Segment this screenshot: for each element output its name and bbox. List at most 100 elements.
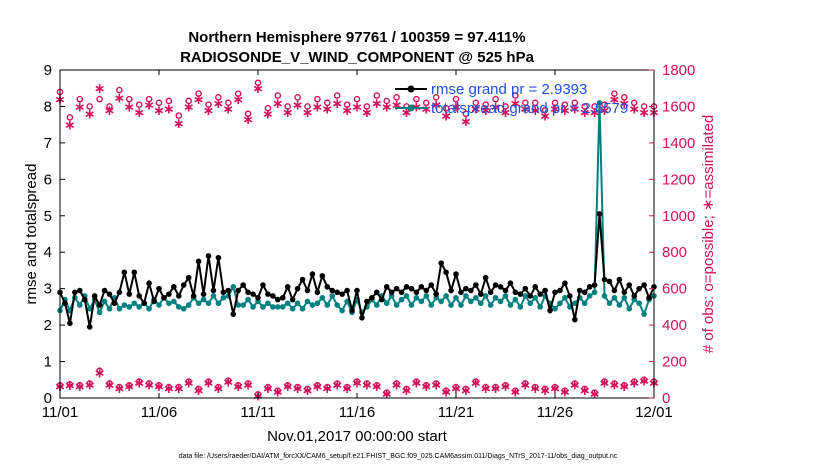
spread-point xyxy=(641,311,647,317)
obs-possible-marker xyxy=(640,103,648,110)
rmse-point xyxy=(463,285,469,292)
obs-assimilated-marker: ∗ xyxy=(401,382,413,398)
obs-assimilated-marker: ∗ xyxy=(74,98,86,114)
obs-possible-marker xyxy=(96,95,103,103)
obs-possible-marker xyxy=(284,381,292,389)
obs-possible-marker xyxy=(363,103,371,110)
spread-point xyxy=(522,293,529,299)
spread-point xyxy=(403,293,410,299)
rmse-point xyxy=(319,273,326,279)
rmse-point xyxy=(77,287,83,294)
obs-possible-marker xyxy=(185,97,192,105)
rmse-point xyxy=(428,282,435,288)
spread-point xyxy=(428,302,435,308)
rmse-point xyxy=(458,289,464,296)
y-right-tick-label: 1600 xyxy=(662,98,695,115)
spread-point xyxy=(383,300,390,307)
obs-assimilated-marker: ∗ xyxy=(302,382,314,398)
rmse-point xyxy=(72,289,78,296)
obs-assimilated-marker: ∗ xyxy=(510,384,522,400)
spread-point xyxy=(339,307,345,314)
rmse-point xyxy=(240,282,246,288)
obs-assimilated-marker: ∗ xyxy=(539,382,551,398)
obs-possible-marker xyxy=(502,381,509,389)
obs-possible-marker xyxy=(353,95,361,103)
obs-assimilated-marker: ∗ xyxy=(252,80,264,96)
obs-assimilated-marker: ∗ xyxy=(361,376,373,392)
obs-possible-marker xyxy=(541,385,549,393)
obs-possible-marker xyxy=(581,385,589,393)
spread-point xyxy=(176,304,182,310)
obs-assimilated-marker: ∗ xyxy=(470,375,482,391)
obs-assimilated-marker: ∗ xyxy=(183,375,195,391)
spread-point xyxy=(86,305,93,312)
y-right-axis-label: # of obs: o=possible; ∗=assimilated xyxy=(700,115,717,354)
rmse-series-layer xyxy=(57,211,657,330)
rmse-point xyxy=(309,271,316,277)
obs-assimilated-marker: ∗ xyxy=(569,100,581,116)
obs-assimilated-marker: ∗ xyxy=(292,97,304,113)
obs-assimilated-marker: ∗ xyxy=(213,95,225,111)
rmse-point xyxy=(477,291,484,297)
rmse-point xyxy=(443,269,449,276)
obs-assimilated-marker: ∗ xyxy=(569,376,581,392)
obs-assimilated-marker: ∗ xyxy=(411,98,423,114)
rmse-point xyxy=(586,284,593,290)
rmse-point xyxy=(334,289,341,296)
rmse-point xyxy=(522,285,529,292)
obs-possible-marker xyxy=(264,383,272,391)
rmse-point xyxy=(517,291,524,297)
y-right-axis-ticks: 0 200 400 600 800 1000 1200 1400 1600 1800 xyxy=(649,62,695,407)
rmse-point xyxy=(324,284,331,290)
rmse-point xyxy=(136,293,142,299)
obs-possible-marker xyxy=(86,103,93,110)
y-left-tick-label: 7 xyxy=(44,135,52,152)
obs-possible-marker xyxy=(522,380,529,387)
obs-possible-marker xyxy=(205,101,212,108)
obs-assimilated-marker: ∗ xyxy=(312,98,324,114)
rmse-point xyxy=(91,293,98,299)
obs-possible-marker xyxy=(422,381,430,389)
obs-assimilated-marker: ∗ xyxy=(589,385,601,401)
obs-assimilated-marker: ∗ xyxy=(618,95,630,111)
obs-possible-marker xyxy=(66,381,74,388)
rmse-point xyxy=(111,300,118,307)
obs-possible-marker xyxy=(531,383,539,391)
spread-point xyxy=(398,296,405,303)
obs-possible-marker xyxy=(175,383,183,391)
rmse-point xyxy=(591,282,598,288)
obs-assimilated-marker: ∗ xyxy=(529,102,541,118)
rmse-point xyxy=(374,289,380,296)
obs-assimilated-marker: ∗ xyxy=(74,378,86,394)
obs-possible-marker xyxy=(76,95,84,103)
obs-assimilated-marker: ∗ xyxy=(193,91,205,107)
rmse-point xyxy=(418,284,425,290)
obs-assimilated-marker: ∗ xyxy=(133,104,145,120)
footer-data-file: data file: /Users/raeder/DAI/ATM_forcXX/… xyxy=(179,453,618,460)
obs-possible-marker xyxy=(116,86,123,94)
spread-point xyxy=(586,293,593,299)
obs-assimilated-marker: ∗ xyxy=(262,380,274,396)
obs-assimilated-marker: ∗ xyxy=(549,380,561,396)
spread-point xyxy=(616,302,623,308)
obs-assimilated-marker: ∗ xyxy=(84,106,96,122)
obs-assimilated-marker: ∗ xyxy=(549,100,561,116)
spread-point xyxy=(289,305,296,312)
rmse-point xyxy=(527,293,534,299)
chart-title-line2: RADIOSONDE_V_WIND_COMPONENT @ 525 hPa xyxy=(180,49,535,66)
chart-title-line1: Northern Hemisphere 97761 / 100359 = 97.… xyxy=(188,29,525,46)
obs-assimilated-marker: ∗ xyxy=(123,378,135,394)
obs-assimilated-marker: ∗ xyxy=(381,98,393,114)
spread-point xyxy=(393,302,400,308)
obs-possible-marker xyxy=(175,112,183,119)
spread-point xyxy=(334,302,341,308)
spread-point xyxy=(230,284,237,290)
obs-assimilated-marker: ∗ xyxy=(371,378,383,394)
spread-point xyxy=(294,300,301,307)
obs-possible-marker xyxy=(571,380,579,387)
obs-assimilated-marker: ∗ xyxy=(232,91,244,107)
obs-possible-marker xyxy=(254,79,262,87)
obs-possible-marker xyxy=(492,95,499,103)
y-left-tick-label: 4 xyxy=(44,244,52,261)
